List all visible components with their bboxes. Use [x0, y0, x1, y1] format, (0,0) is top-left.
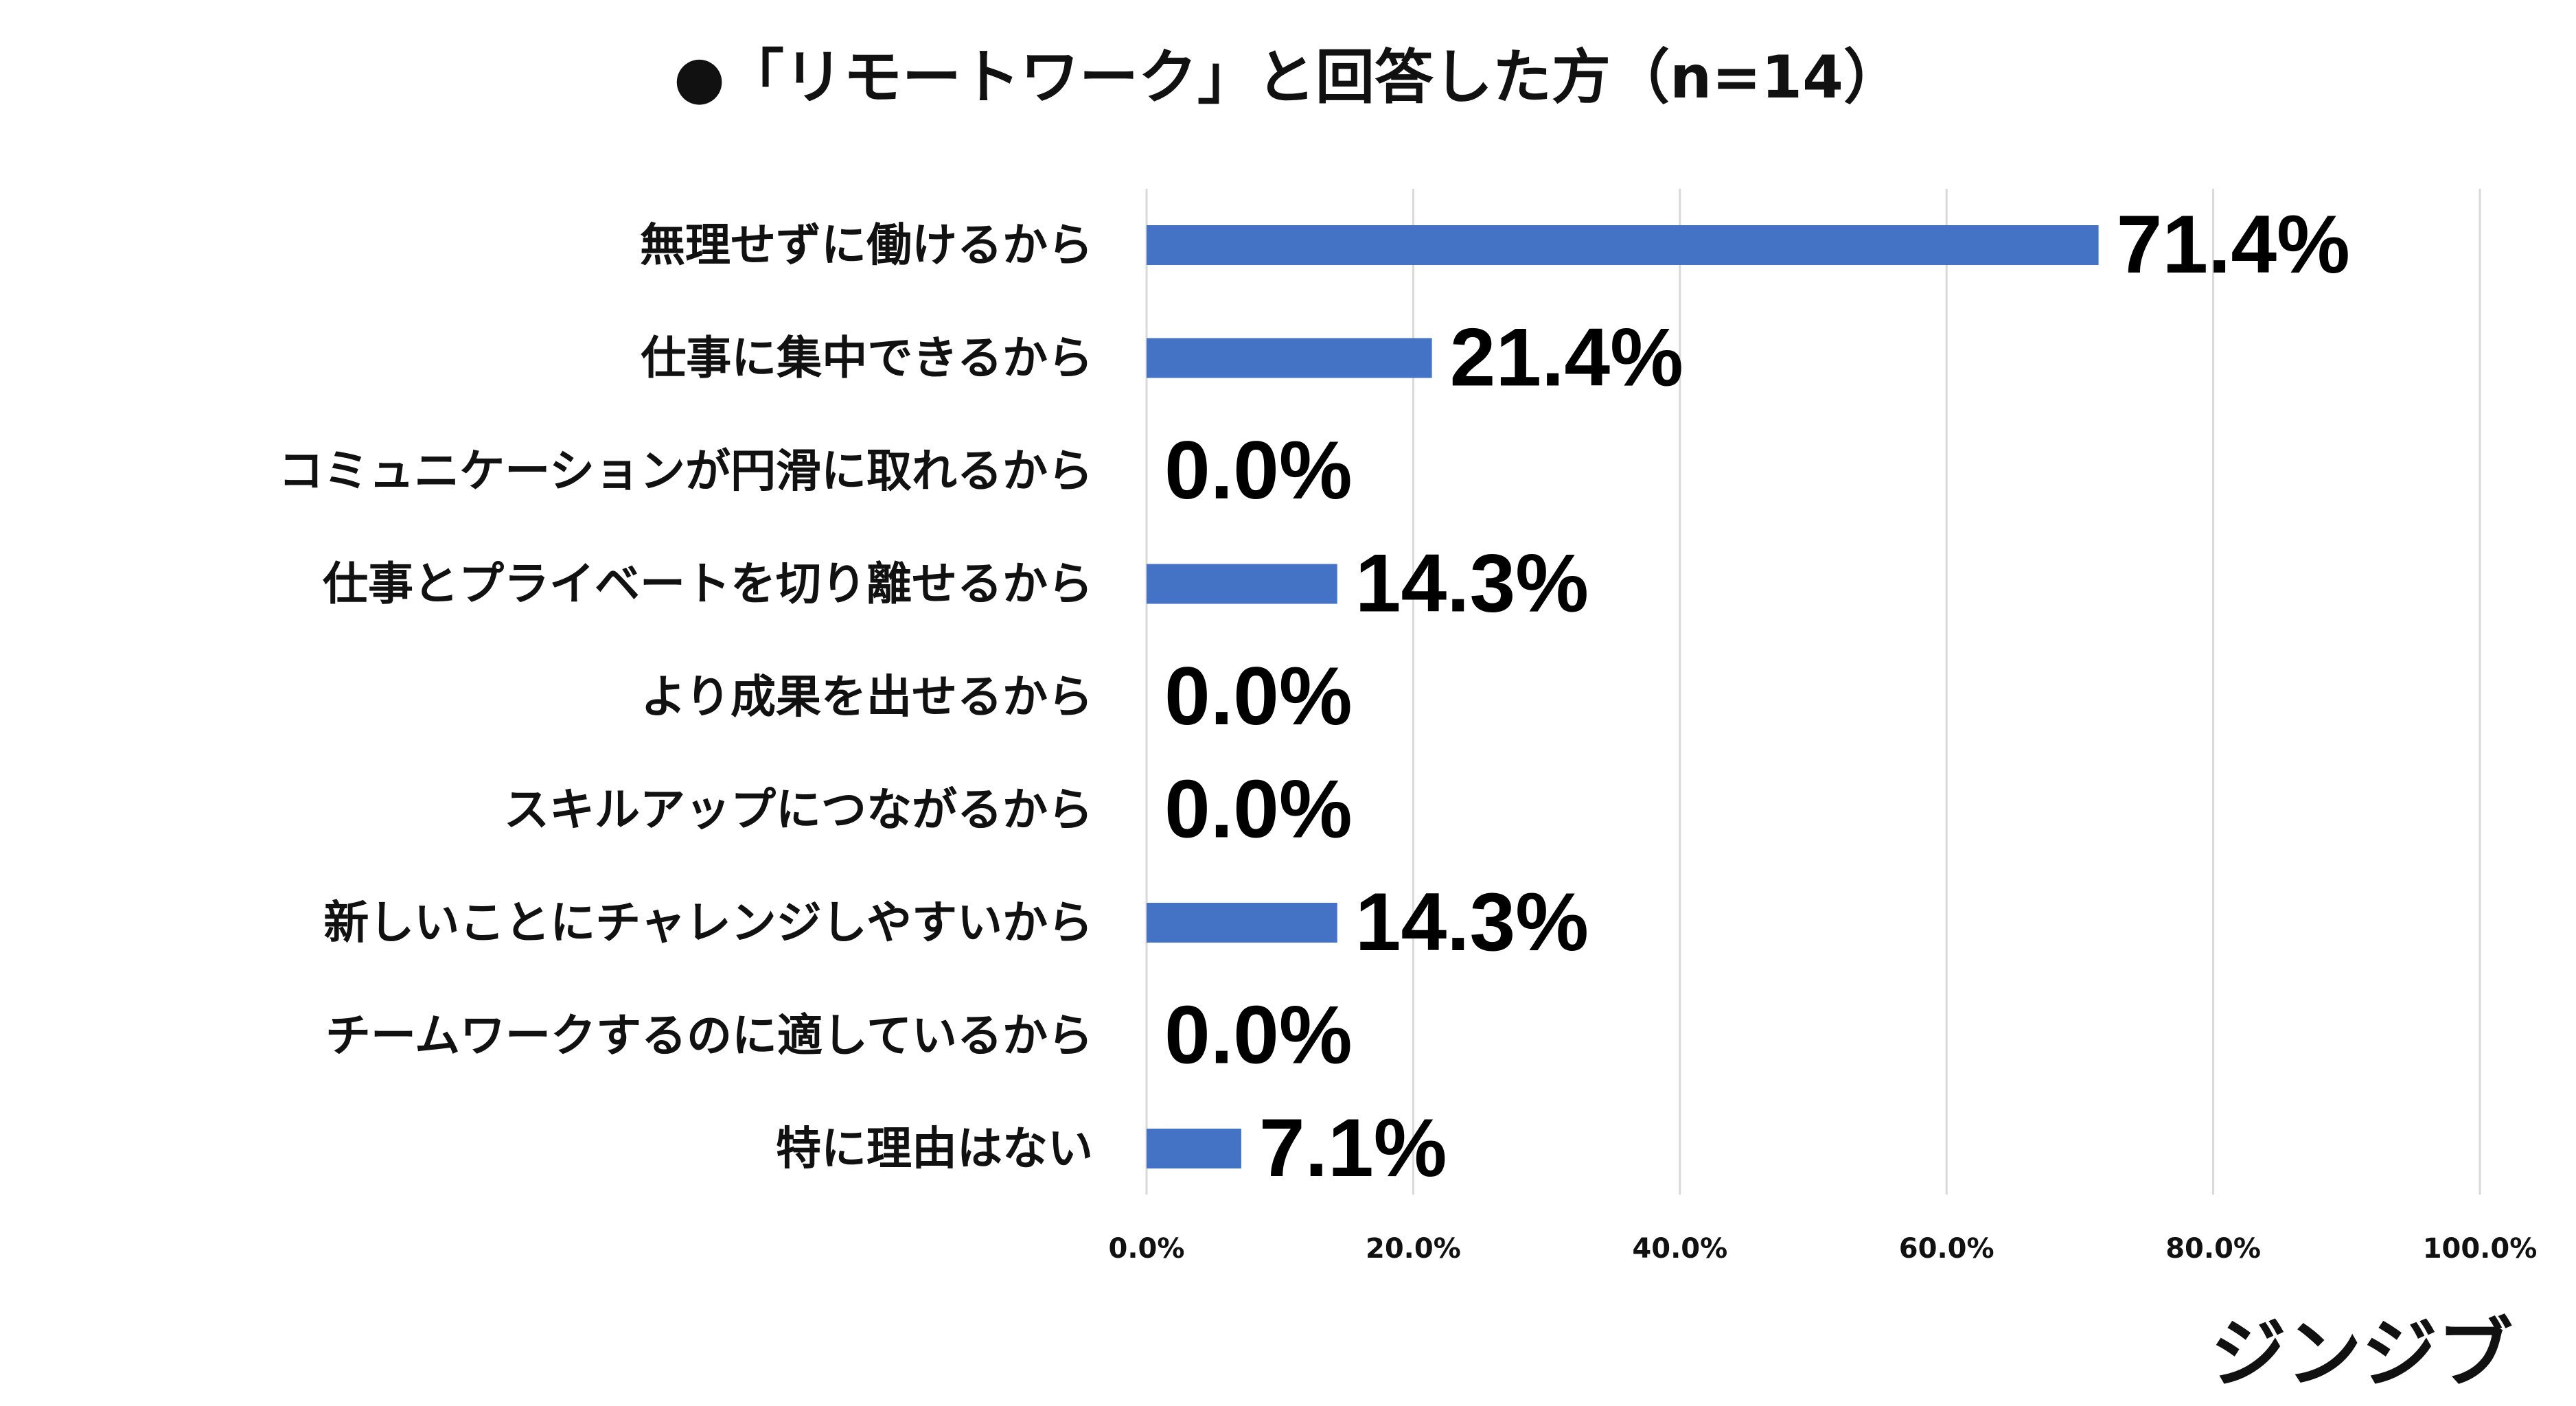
- bar: [1147, 338, 1432, 378]
- bar: [1147, 903, 1337, 943]
- category-label: 無理せずに働けるから: [640, 219, 1093, 272]
- category-label: スキルアップにつながるから: [504, 783, 1093, 836]
- data-label: 14.3%: [1355, 876, 1589, 968]
- bar: [1147, 1129, 1241, 1168]
- chart-title: ●「リモートワーク」と回答した方（n=14）: [674, 43, 1902, 112]
- category-label: 仕事とプライベートを切り離せるから: [323, 557, 1093, 610]
- category-label: コミュニケーションが円滑に取れるから: [278, 445, 1093, 498]
- x-tick-label: 0.0%: [1109, 1233, 1185, 1265]
- x-axis-tick-labels: 0.0% 20.0% 40.0% 60.0% 80.0% 100.0%: [1109, 1233, 2538, 1265]
- x-tick-label: 60.0%: [1899, 1233, 1994, 1265]
- data-label: 71.4%: [2117, 198, 2350, 290]
- x-tick-label: 100.0%: [2423, 1233, 2538, 1265]
- x-tick-label: 80.0%: [2165, 1233, 2261, 1265]
- x-tick-label: 20.0%: [1366, 1233, 1461, 1265]
- brand-logo: ジンジブ: [2211, 1310, 2513, 1398]
- category-label: 特に理由はない: [776, 1122, 1093, 1175]
- data-label: 0.0%: [1164, 989, 1353, 1081]
- x-tick-label: 40.0%: [1632, 1233, 1727, 1265]
- data-labels: 71.4%21.4%0.0%14.3%0.0%0.0%14.3%0.0%7.1%: [1164, 198, 2350, 1194]
- bar: [1147, 225, 2099, 265]
- category-label: 新しいことにチャレンジしやすいから: [323, 897, 1093, 949]
- data-label: 14.3%: [1355, 538, 1589, 630]
- data-label: 0.0%: [1164, 763, 1353, 855]
- category-label: チームワークするのに適しているから: [325, 1009, 1093, 1062]
- data-label: 21.4%: [1450, 312, 1683, 404]
- data-label: 0.0%: [1164, 424, 1353, 516]
- data-label: 0.0%: [1164, 650, 1353, 742]
- category-label: 仕事に集中できるから: [641, 332, 1093, 384]
- category-labels: 無理せずに働けるから仕事に集中できるからコミュニケーションが円滑に取れるから仕事…: [278, 219, 1093, 1175]
- bars: [1147, 225, 2099, 1168]
- category-label: より成果を出せるから: [641, 671, 1093, 724]
- bar: [1147, 564, 1337, 604]
- data-label: 7.1%: [1259, 1102, 1447, 1194]
